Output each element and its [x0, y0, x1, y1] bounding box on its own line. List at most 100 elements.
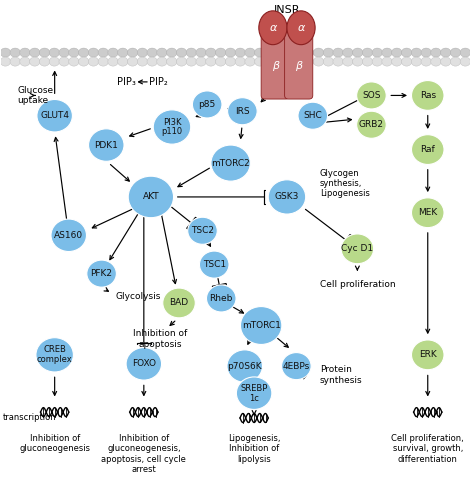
Ellipse shape — [20, 48, 30, 57]
Ellipse shape — [206, 57, 216, 66]
Ellipse shape — [401, 48, 412, 57]
Text: TSC2: TSC2 — [191, 226, 214, 235]
Ellipse shape — [36, 337, 73, 372]
Ellipse shape — [274, 57, 284, 66]
Text: Inhibition of
gluconeogenesis,
apoptosis, cell cycle
arrest: Inhibition of gluconeogenesis, apoptosis… — [101, 434, 186, 474]
Text: transcription: transcription — [3, 413, 57, 423]
Text: FOXO: FOXO — [132, 359, 156, 369]
Text: Protein
synthesis: Protein synthesis — [320, 366, 363, 385]
Text: 4EBPs: 4EBPs — [283, 362, 310, 370]
Ellipse shape — [343, 48, 353, 57]
Ellipse shape — [37, 99, 73, 132]
Ellipse shape — [49, 57, 59, 66]
Ellipse shape — [29, 48, 40, 57]
Ellipse shape — [108, 57, 118, 66]
Ellipse shape — [126, 348, 162, 380]
Text: Raf: Raf — [420, 145, 435, 154]
Ellipse shape — [227, 350, 263, 382]
Ellipse shape — [356, 82, 386, 109]
Ellipse shape — [79, 57, 89, 66]
Ellipse shape — [392, 57, 402, 66]
Ellipse shape — [303, 57, 314, 66]
Ellipse shape — [207, 285, 236, 312]
Ellipse shape — [323, 48, 334, 57]
Ellipse shape — [216, 57, 226, 66]
Text: Glycolysis: Glycolysis — [116, 292, 161, 301]
Text: Cell proliferation,
survival, growth,
differentiation: Cell proliferation, survival, growth, di… — [392, 434, 464, 464]
Text: β: β — [295, 61, 302, 71]
Text: CREB
complex: CREB complex — [37, 346, 73, 364]
Ellipse shape — [188, 217, 217, 244]
FancyBboxPatch shape — [261, 29, 289, 99]
Ellipse shape — [372, 57, 383, 66]
Ellipse shape — [264, 48, 275, 57]
Ellipse shape — [0, 57, 10, 66]
Ellipse shape — [176, 48, 187, 57]
Ellipse shape — [166, 48, 177, 57]
Text: β: β — [272, 61, 279, 71]
Ellipse shape — [268, 180, 306, 214]
Ellipse shape — [118, 48, 128, 57]
Ellipse shape — [421, 48, 431, 57]
Text: p70S6K: p70S6K — [228, 362, 262, 370]
Ellipse shape — [343, 57, 353, 66]
Ellipse shape — [69, 48, 79, 57]
Ellipse shape — [282, 353, 311, 380]
Ellipse shape — [237, 377, 272, 410]
Text: GRB2: GRB2 — [359, 120, 384, 129]
Ellipse shape — [245, 57, 255, 66]
Text: GLUT4: GLUT4 — [40, 111, 69, 120]
Ellipse shape — [294, 57, 304, 66]
Ellipse shape — [333, 57, 343, 66]
Text: mTORC1: mTORC1 — [242, 321, 281, 330]
Ellipse shape — [10, 57, 20, 66]
Ellipse shape — [392, 48, 402, 57]
Text: ERK: ERK — [419, 350, 437, 359]
Ellipse shape — [0, 48, 10, 57]
Ellipse shape — [284, 57, 294, 66]
Ellipse shape — [20, 57, 30, 66]
Ellipse shape — [147, 48, 157, 57]
Ellipse shape — [411, 81, 444, 110]
Ellipse shape — [460, 48, 471, 57]
Ellipse shape — [200, 251, 229, 278]
Text: Inhibition of
gluconeogenesis: Inhibition of gluconeogenesis — [19, 434, 90, 453]
Text: IRS: IRS — [235, 107, 250, 116]
Ellipse shape — [372, 48, 383, 57]
Ellipse shape — [362, 48, 373, 57]
Text: Glucose
uptake: Glucose uptake — [17, 86, 53, 105]
Ellipse shape — [88, 57, 99, 66]
Ellipse shape — [157, 57, 167, 66]
Text: α: α — [269, 23, 276, 33]
Ellipse shape — [411, 48, 421, 57]
Text: Cyc D1: Cyc D1 — [341, 244, 374, 253]
Ellipse shape — [108, 48, 118, 57]
Text: PFK2: PFK2 — [91, 269, 113, 278]
Ellipse shape — [98, 57, 109, 66]
Text: SHC: SHC — [303, 111, 322, 120]
Ellipse shape — [228, 98, 257, 125]
Ellipse shape — [264, 57, 275, 66]
Ellipse shape — [59, 48, 69, 57]
Text: SOS: SOS — [362, 91, 381, 100]
Ellipse shape — [216, 48, 226, 57]
Ellipse shape — [196, 48, 206, 57]
Ellipse shape — [128, 176, 173, 217]
Ellipse shape — [274, 48, 284, 57]
Text: INSR: INSR — [273, 5, 300, 15]
Ellipse shape — [382, 57, 392, 66]
Ellipse shape — [323, 57, 334, 66]
Ellipse shape — [431, 48, 441, 57]
Text: Lipogenesis,
Inhibition of
lipolysis: Lipogenesis, Inhibition of lipolysis — [228, 434, 280, 464]
Ellipse shape — [411, 57, 421, 66]
Text: AS160: AS160 — [54, 231, 83, 240]
Text: p85: p85 — [199, 100, 216, 109]
Text: Inhibition of
apoptosis: Inhibition of apoptosis — [133, 329, 187, 349]
Ellipse shape — [255, 48, 265, 57]
Ellipse shape — [147, 57, 157, 66]
Ellipse shape — [255, 57, 265, 66]
Ellipse shape — [59, 57, 69, 66]
Ellipse shape — [118, 57, 128, 66]
Ellipse shape — [128, 48, 138, 57]
Ellipse shape — [89, 129, 124, 161]
